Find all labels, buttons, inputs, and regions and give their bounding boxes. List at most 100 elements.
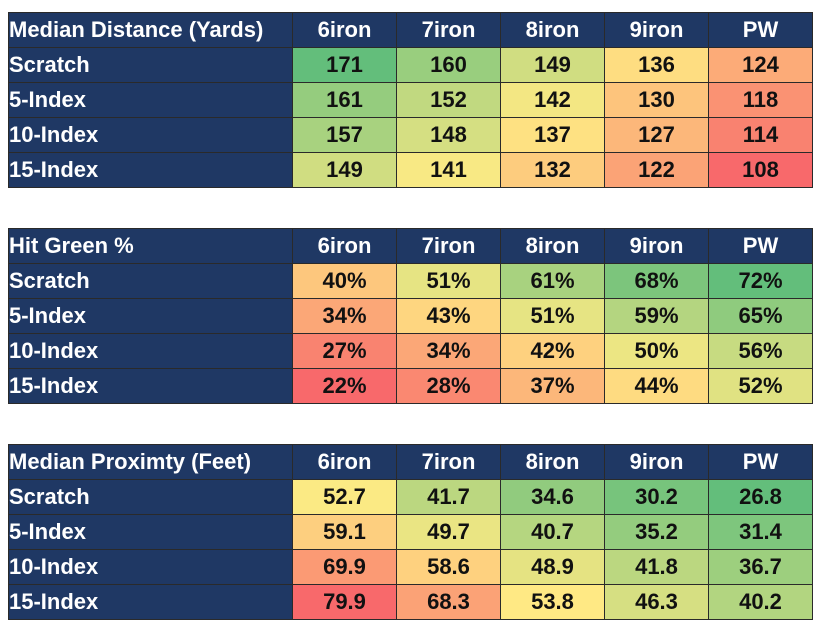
table-cell: 136 — [604, 47, 709, 83]
row-header: Scratch — [8, 263, 293, 299]
table-cell: 56% — [708, 333, 813, 369]
column-header: 8iron — [500, 12, 605, 48]
table-cell: 35.2 — [604, 514, 709, 550]
table-cell: 43% — [396, 298, 501, 334]
table-cell: 40% — [292, 263, 397, 299]
table-cell: 59.1 — [292, 514, 397, 550]
table-cell: 68% — [604, 263, 709, 299]
table-cell: 27% — [292, 333, 397, 369]
column-header: 7iron — [396, 12, 501, 48]
header-row: Hit Green % 6iron 7iron 8iron 9iron PW — [8, 228, 813, 264]
table-row: 15-Index 79.9 68.3 53.8 46.3 40.2 — [8, 584, 813, 620]
table-cell: 26.8 — [708, 479, 813, 515]
table-title: Median Proximty (Feet) — [8, 444, 293, 480]
row-header: Scratch — [8, 47, 293, 83]
median-proximity-table: Median Proximty (Feet) 6iron 7iron 8iron… — [8, 444, 813, 620]
header-row: Median Proximty (Feet) 6iron 7iron 8iron… — [8, 444, 813, 480]
table-cell: 34.6 — [500, 479, 605, 515]
table-cell: 41.8 — [604, 549, 709, 585]
table-cell: 59% — [604, 298, 709, 334]
column-header: 6iron — [292, 12, 397, 48]
table-cell: 142 — [500, 82, 605, 118]
column-header: 8iron — [500, 444, 605, 480]
row-header: 10-Index — [8, 333, 293, 369]
table-cell: 52% — [708, 368, 813, 404]
table-cell: 72% — [708, 263, 813, 299]
table-cell: 40.7 — [500, 514, 605, 550]
table-cell: 40.2 — [708, 584, 813, 620]
table-cell: 124 — [708, 47, 813, 83]
row-header: 15-Index — [8, 584, 293, 620]
table-cell: 49.7 — [396, 514, 501, 550]
table-cell: 30.2 — [604, 479, 709, 515]
table-row: Scratch 171 160 149 136 124 — [8, 47, 813, 83]
table-cell: 65% — [708, 298, 813, 334]
column-header: PW — [708, 12, 813, 48]
table-cell: 122 — [604, 152, 709, 188]
table-cell: 160 — [396, 47, 501, 83]
table-cell: 132 — [500, 152, 605, 188]
table-title: Median Distance (Yards) — [8, 12, 293, 48]
table-cell: 46.3 — [604, 584, 709, 620]
row-header: 10-Index — [8, 117, 293, 153]
table-cell: 152 — [396, 82, 501, 118]
table-cell: 108 — [708, 152, 813, 188]
column-header: 6iron — [292, 228, 397, 264]
table-row: 5-Index 59.1 49.7 40.7 35.2 31.4 — [8, 514, 813, 550]
column-header: PW — [708, 444, 813, 480]
table-cell: 149 — [292, 152, 397, 188]
table-row: 5-Index 161 152 142 130 118 — [8, 82, 813, 118]
table-cell: 42% — [500, 333, 605, 369]
table-cell: 37% — [500, 368, 605, 404]
table-cell: 22% — [292, 368, 397, 404]
table-cell: 61% — [500, 263, 605, 299]
table-cell: 44% — [604, 368, 709, 404]
table-row: 10-Index 69.9 58.6 48.9 41.8 36.7 — [8, 549, 813, 585]
table-cell: 51% — [500, 298, 605, 334]
table-cell: 34% — [396, 333, 501, 369]
table-cell: 51% — [396, 263, 501, 299]
table-cell: 118 — [708, 82, 813, 118]
column-header: PW — [708, 228, 813, 264]
column-header: 9iron — [604, 228, 709, 264]
hit-green-table: Hit Green % 6iron 7iron 8iron 9iron PW S… — [8, 228, 813, 404]
table-row: 15-Index 22% 28% 37% 44% 52% — [8, 368, 813, 404]
header-row: Median Distance (Yards) 6iron 7iron 8iro… — [8, 12, 813, 48]
column-header: 7iron — [396, 228, 501, 264]
table-cell: 79.9 — [292, 584, 397, 620]
table-cell: 141 — [396, 152, 501, 188]
column-header: 8iron — [500, 228, 605, 264]
table-cell: 161 — [292, 82, 397, 118]
table-cell: 58.6 — [396, 549, 501, 585]
column-header: 7iron — [396, 444, 501, 480]
table-row: 5-Index 34% 43% 51% 59% 65% — [8, 298, 813, 334]
table-cell: 34% — [292, 298, 397, 334]
row-header: Scratch — [8, 479, 293, 515]
table-row: 10-Index 27% 34% 42% 50% 56% — [8, 333, 813, 369]
table-cell: 69.9 — [292, 549, 397, 585]
table-cell: 130 — [604, 82, 709, 118]
table-cell: 52.7 — [292, 479, 397, 515]
table-row: 10-Index 157 148 137 127 114 — [8, 117, 813, 153]
row-header: 5-Index — [8, 82, 293, 118]
table-row: Scratch 52.7 41.7 34.6 30.2 26.8 — [8, 479, 813, 515]
table-cell: 36.7 — [708, 549, 813, 585]
table-cell: 114 — [708, 117, 813, 153]
table-cell: 50% — [604, 333, 709, 369]
table-cell: 28% — [396, 368, 501, 404]
column-header: 9iron — [604, 444, 709, 480]
table-cell: 127 — [604, 117, 709, 153]
row-header: 10-Index — [8, 549, 293, 585]
row-header: 5-Index — [8, 514, 293, 550]
table-title: Hit Green % — [8, 228, 293, 264]
table-cell: 137 — [500, 117, 605, 153]
table-cell: 171 — [292, 47, 397, 83]
table-cell: 31.4 — [708, 514, 813, 550]
column-header: 9iron — [604, 12, 709, 48]
row-header: 5-Index — [8, 298, 293, 334]
table-row: 15-Index 149 141 132 122 108 — [8, 152, 813, 188]
table-cell: 53.8 — [500, 584, 605, 620]
table-cell: 68.3 — [396, 584, 501, 620]
table-row: Scratch 40% 51% 61% 68% 72% — [8, 263, 813, 299]
row-header: 15-Index — [8, 368, 293, 404]
